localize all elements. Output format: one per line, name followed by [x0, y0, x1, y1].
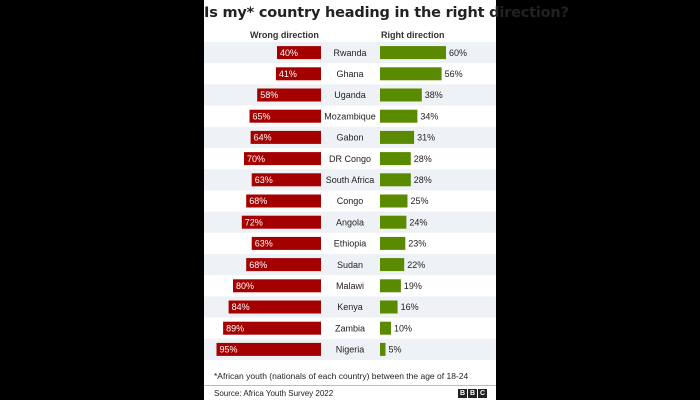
right-value-label: 25% — [411, 196, 429, 206]
wrong-value-label: 65% — [253, 111, 271, 121]
chart-title: Is my* country heading in the right dire… — [204, 5, 569, 21]
country-label: Mozambique — [324, 111, 376, 121]
source-note: Source: Africa Youth Survey 2022 — [214, 389, 334, 398]
right-value-label: 10% — [394, 323, 412, 333]
right-bar — [380, 342, 386, 356]
footnote: *African youth (nationals of each countr… — [214, 371, 469, 381]
country-label: DR Congo — [329, 154, 371, 164]
wrong-value-label: 84% — [232, 302, 250, 312]
country-label: Gabon — [336, 133, 363, 143]
wrong-value-label: 64% — [254, 133, 272, 143]
wrong-bar — [251, 173, 321, 187]
wrong-bar — [257, 88, 321, 102]
right-bar — [380, 279, 401, 293]
wrong-bar — [246, 194, 321, 208]
country-label: South Africa — [326, 175, 375, 185]
wrong-value-label: 40% — [280, 48, 298, 58]
wrong-bar — [251, 236, 321, 250]
wrong-direction-header: Wrong direction — [250, 30, 319, 40]
country-label: Kenya — [337, 302, 363, 312]
logo-letter: B — [468, 389, 477, 398]
right-value-label: 60% — [449, 48, 467, 58]
country-label: Ghana — [336, 69, 363, 79]
wrong-value-label: 72% — [245, 217, 263, 227]
country-label: Ethiopia — [334, 239, 367, 249]
bar-chart: 40% Rwanda 60% 41% Ghana 56% 58% Uganda 38% 65% Mo… — [204, 42, 496, 360]
country-label: Nigeria — [336, 345, 365, 355]
right-value-label: 56% — [445, 69, 463, 79]
wrong-bar — [277, 46, 321, 60]
right-value-label: 23% — [408, 239, 426, 249]
right-bar — [380, 46, 446, 60]
right-bar — [380, 173, 411, 187]
wrong-value-label: 41% — [279, 69, 297, 79]
bbc-logo: B B C — [458, 389, 487, 398]
wrong-value-label: 63% — [255, 239, 273, 249]
country-label: Uganda — [334, 90, 366, 100]
wrong-bar — [241, 215, 321, 229]
wrong-value-label: 63% — [255, 175, 273, 185]
right-value-label: 31% — [417, 133, 435, 143]
wrong-bar — [249, 109, 321, 123]
right-bar — [380, 194, 408, 208]
right-value-label: 28% — [414, 175, 432, 185]
right-bar — [380, 215, 407, 229]
wrong-bar — [250, 130, 321, 144]
wrong-value-label: 58% — [260, 90, 278, 100]
country-label: Rwanda — [333, 48, 366, 58]
wrong-bar — [244, 152, 321, 166]
right-value-label: 5% — [389, 345, 402, 355]
wrong-value-label: 68% — [249, 196, 267, 206]
wrong-value-label: 80% — [236, 281, 254, 291]
country-label: Malawi — [336, 281, 364, 291]
right-bar — [380, 236, 406, 250]
right-value-label: 22% — [407, 260, 425, 270]
wrong-bar — [223, 321, 321, 335]
right-value-label: 28% — [414, 154, 432, 164]
chart-card: Is my* country heading in the right dire… — [204, 0, 569, 400]
wrong-bar — [275, 67, 321, 81]
wrong-value-label: 95% — [220, 345, 238, 355]
right-direction-header: Right direction — [381, 30, 445, 40]
right-value-label: 34% — [420, 111, 438, 121]
right-bar — [380, 130, 415, 144]
wrong-bar — [233, 279, 321, 293]
country-label: Sudan — [337, 260, 363, 270]
right-bar — [380, 109, 418, 123]
right-bar — [380, 152, 411, 166]
right-value-label: 19% — [404, 281, 422, 291]
right-bar — [380, 258, 405, 272]
country-label: Congo — [337, 196, 364, 206]
right-bar — [380, 300, 398, 314]
logo-letter: B — [458, 389, 467, 398]
right-value-label: 16% — [401, 302, 419, 312]
right-bar — [380, 67, 442, 81]
wrong-value-label: 68% — [249, 260, 267, 270]
country-label: Angola — [336, 217, 364, 227]
wrong-bar — [228, 300, 321, 314]
divider — [204, 385, 496, 386]
wrong-bar — [246, 258, 321, 272]
logo-letter: C — [478, 389, 487, 398]
wrong-value-label: 89% — [226, 323, 244, 333]
wrong-value-label: 70% — [247, 154, 265, 164]
right-bar — [380, 88, 422, 102]
right-value-label: 38% — [425, 90, 443, 100]
right-bar — [380, 321, 391, 335]
wrong-bar — [216, 342, 321, 356]
country-label: Zambia — [335, 323, 365, 333]
right-value-label: 24% — [409, 217, 427, 227]
